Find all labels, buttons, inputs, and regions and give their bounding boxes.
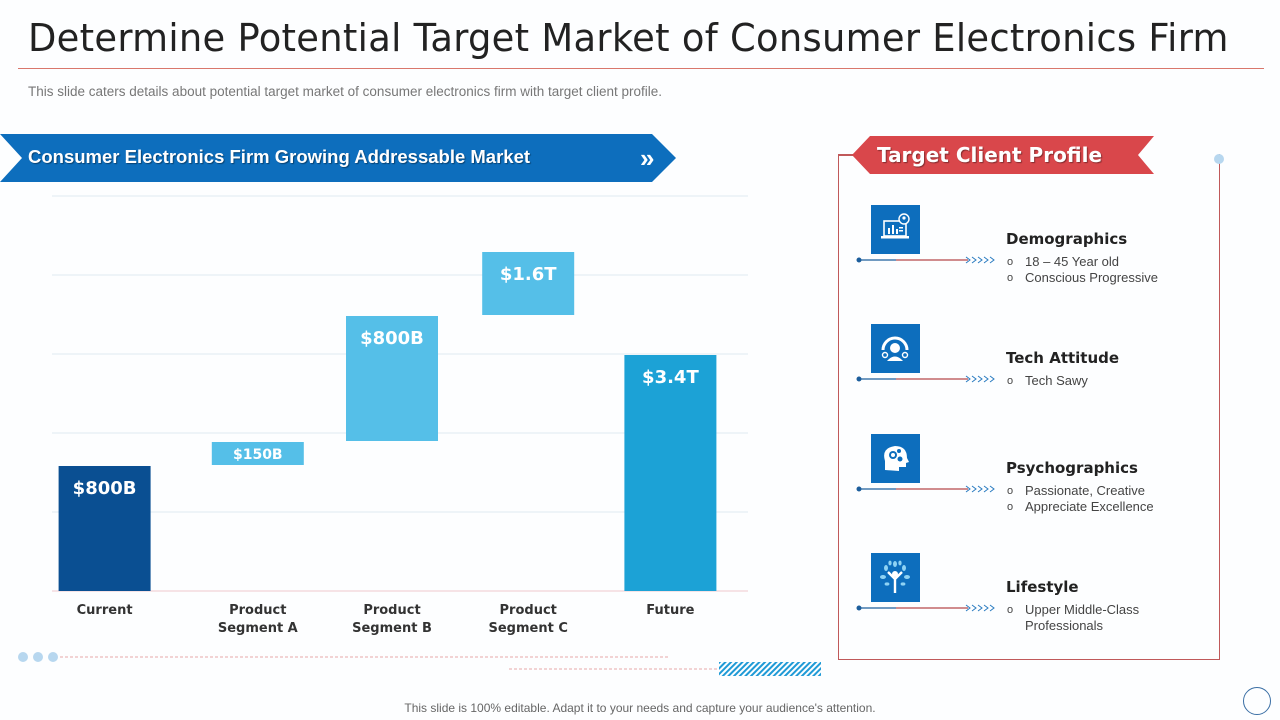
double-chevron-right-icon: » bbox=[640, 143, 655, 173]
bar-value-label: $800B bbox=[73, 478, 137, 499]
profile-bullet: o Appreciate Excellence bbox=[1006, 499, 1154, 515]
bullet-text: 18 – 45 Year old bbox=[1025, 254, 1119, 269]
bullet-marker: o bbox=[1007, 485, 1014, 497]
bar-value-label: $3.4T bbox=[642, 367, 699, 388]
profile-heading: Lifestyle bbox=[1006, 578, 1079, 596]
panel-top-edge bbox=[838, 154, 860, 156]
connector-arrow-icon bbox=[856, 256, 995, 264]
bar-product-segment-c bbox=[482, 252, 575, 315]
bar-product-segment-a bbox=[211, 442, 304, 465]
x-tick-label: Future bbox=[646, 603, 694, 618]
profile-bullet: o Upper Middle-Class Professionals bbox=[1006, 602, 1165, 634]
profile-title: Target Client Profile bbox=[877, 143, 1103, 167]
tech-user-dashboard-icon bbox=[881, 336, 909, 361]
bullet-marker: o bbox=[1007, 604, 1014, 616]
x-tick-label: Product bbox=[363, 603, 420, 618]
connector-arrow-icon bbox=[856, 375, 995, 383]
bullet-text: Conscious Progressive bbox=[1025, 270, 1158, 285]
profile-icon-box bbox=[871, 324, 920, 373]
decorative-dots-line bbox=[18, 652, 821, 676]
profile-panel bbox=[838, 154, 1220, 660]
bullet-marker: o bbox=[1007, 272, 1014, 284]
connector-arrow-icon bbox=[856, 604, 995, 612]
profile-icon-box bbox=[871, 434, 920, 483]
bar-product-segment-b bbox=[346, 316, 438, 441]
page-title: Determine Potential Target Market of Con… bbox=[28, 16, 1229, 60]
connector-arrow-icon bbox=[856, 485, 995, 493]
x-tick-label: Segment C bbox=[489, 621, 568, 636]
x-tick-label: Segment A bbox=[218, 621, 298, 636]
profile-ribbon bbox=[852, 136, 1154, 174]
profile-bullets: o 18 – 45 Year old o Conscious Progressive bbox=[1006, 254, 1158, 286]
laptop-analytics-user-icon bbox=[881, 213, 910, 239]
bar-value-label: $800B bbox=[360, 328, 424, 349]
bullet-marker: o bbox=[1007, 375, 1014, 387]
bullet-text: Appreciate Excellence bbox=[1025, 499, 1154, 514]
bar-future bbox=[624, 355, 717, 591]
bar-value-label: $150B bbox=[233, 447, 283, 463]
chart-banner-title: Consumer Electronics Firm Growing Addres… bbox=[28, 146, 531, 167]
profile-bullets: o Tech Sawy bbox=[1006, 373, 1088, 389]
x-tick-label: Segment B bbox=[352, 621, 432, 636]
profile-heading: Demographics bbox=[1006, 230, 1128, 248]
profile-bullets: o Upper Middle-Class Professionals bbox=[1006, 602, 1165, 634]
profile-bullets: o Passionate, Creative o Appreciate Excelle… bbox=[1006, 483, 1154, 515]
decorative-dot bbox=[1214, 154, 1224, 164]
title-divider bbox=[18, 68, 1264, 69]
bullet-text: Tech Sawy bbox=[1025, 373, 1088, 388]
x-tick-label: Product bbox=[500, 603, 557, 618]
bullet-text: Upper Middle-Class Professionals bbox=[1025, 602, 1140, 633]
profile-bullet: o Passionate, Creative bbox=[1006, 483, 1154, 499]
chart-banner bbox=[0, 134, 676, 182]
profile-icon-box bbox=[871, 553, 920, 602]
bullet-marker: o bbox=[1007, 501, 1014, 513]
profile-heading: Psychographics bbox=[1006, 459, 1138, 477]
x-tick-label: Product bbox=[229, 603, 286, 618]
profile-heading: Tech Attitude bbox=[1006, 349, 1120, 367]
head-gears-icon bbox=[884, 446, 909, 471]
bullet-marker: o bbox=[1007, 256, 1014, 268]
profile-bullet: o Conscious Progressive bbox=[1006, 270, 1158, 286]
page-subtitle: This slide caters details about potentia… bbox=[28, 84, 663, 99]
profile-icon-box bbox=[871, 205, 920, 254]
bar-value-label: $1.6T bbox=[500, 264, 557, 285]
profile-bullet: o 18 – 45 Year old bbox=[1006, 254, 1158, 270]
profile-bullet: o Tech Sawy bbox=[1006, 373, 1088, 389]
decorative-ring bbox=[1243, 687, 1271, 715]
bar-current bbox=[58, 466, 151, 591]
footer-note: This slide is 100% editable. Adapt it to… bbox=[404, 701, 876, 715]
bullet-text: Passionate, Creative bbox=[1025, 483, 1145, 498]
x-tick-label: Current bbox=[77, 603, 133, 618]
tree-person-icon bbox=[880, 560, 910, 593]
waterfall-chart: $800B Current $150B Product Segment A $800B Pr… bbox=[52, 195, 748, 636]
